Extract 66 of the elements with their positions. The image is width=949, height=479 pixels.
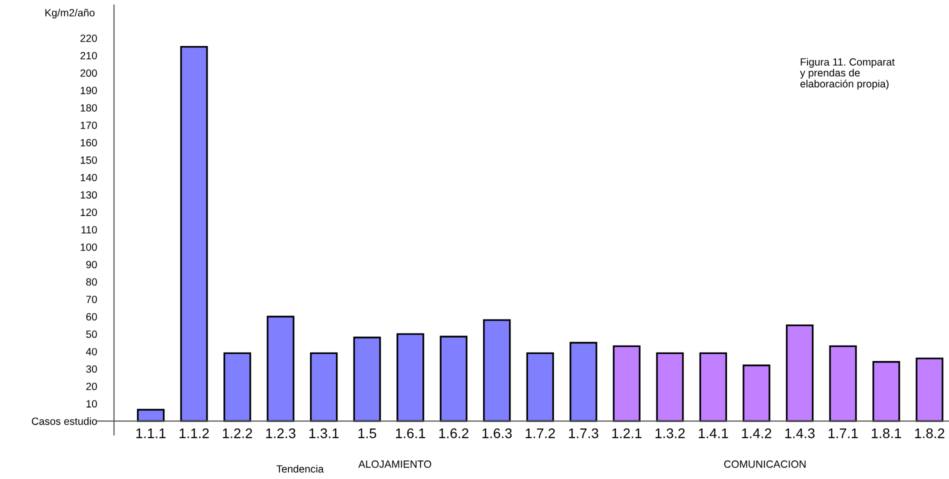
x-tick-label: 1.4.3 xyxy=(785,428,815,438)
x-tick-label: 1.1.1 xyxy=(136,428,166,438)
x-tick-label: 1.7.3 xyxy=(569,428,598,438)
y-tick-label: Casos estudio xyxy=(32,417,97,425)
bar xyxy=(223,352,252,422)
x-tick-label: 1.8.2 xyxy=(915,428,944,438)
x-tick-label: 1.2.3 xyxy=(266,428,296,438)
x-axis-title: Tendencia xyxy=(276,464,324,473)
text: ALOJAMIENTO xyxy=(358,460,432,468)
y-tick-label: 220 xyxy=(80,34,97,42)
x-tick-label: 1.3.2 xyxy=(656,428,685,438)
x-tick-label: 1.6.2 xyxy=(439,428,468,438)
bar xyxy=(612,345,640,422)
x-tick-label: 1.4.2 xyxy=(742,428,772,438)
x-tick-label: 1.7.1 xyxy=(828,428,858,438)
y-tick-label: 160 xyxy=(80,139,97,146)
bar xyxy=(353,336,381,422)
y-tick-label: 20 xyxy=(86,382,97,390)
annotation: Figura 11. Comparat y prendas de elaboración propia) xyxy=(800,58,895,90)
bar xyxy=(699,352,728,422)
bar xyxy=(180,46,208,422)
bar xyxy=(829,345,857,422)
y-tick-label: 130 xyxy=(80,191,97,199)
x-tick-label: 1.7.2 xyxy=(526,428,555,438)
y-tick-label: 210 xyxy=(80,52,97,60)
bar xyxy=(310,352,338,422)
y-tick-label: 140 xyxy=(80,174,97,182)
x-tick-label: 1.1.2 xyxy=(180,428,209,438)
y-tick-label: 40 xyxy=(86,348,97,356)
y-axis-title: Kg/m2/año xyxy=(45,8,94,18)
bar xyxy=(570,342,598,422)
y-tick-label: 50 xyxy=(86,330,97,338)
bar xyxy=(742,364,770,422)
bar xyxy=(916,358,944,422)
x-tick-label: 1.2.1 xyxy=(612,428,642,438)
y-tick-label: 10 xyxy=(86,400,97,408)
y-tick-label: 200 xyxy=(80,69,97,77)
bar xyxy=(786,324,814,422)
text: COMUNICACION xyxy=(724,460,806,468)
x-tick-label: 1.2.2 xyxy=(222,428,252,438)
bar xyxy=(872,361,900,422)
bar xyxy=(526,352,554,422)
y-tick-label: 80 xyxy=(86,278,97,286)
x-tick-label: 1.6.3 xyxy=(482,428,512,438)
x-tick-label: 1.6.1 xyxy=(396,428,426,438)
x-tick-label: 1.5 xyxy=(358,428,376,438)
bar xyxy=(266,316,294,422)
x-tick-label: 1.3.1 xyxy=(309,428,339,438)
bar xyxy=(656,352,684,422)
y-tick-label: 190 xyxy=(80,86,97,94)
bar xyxy=(136,408,165,422)
y-tick-label: 180 xyxy=(80,104,97,112)
y-tick-label: 100 xyxy=(80,243,97,251)
y-tick-label: 30 xyxy=(86,365,97,373)
y-tick-label: 110 xyxy=(82,226,97,234)
bar xyxy=(483,319,511,422)
y-tick-label: 60 xyxy=(86,313,97,320)
y-tick-label: 70 xyxy=(86,296,97,304)
y-tick-label: 120 xyxy=(80,208,97,216)
y-tick-label: 150 xyxy=(80,156,97,164)
y-tick-label: 170 xyxy=(80,122,97,129)
x-tick-label: 1.4.1 xyxy=(698,428,728,438)
bar xyxy=(440,336,468,422)
y-tick-label: 90 xyxy=(86,260,97,268)
bar xyxy=(396,333,424,422)
x-tick-label: 1.8.1 xyxy=(872,428,902,438)
